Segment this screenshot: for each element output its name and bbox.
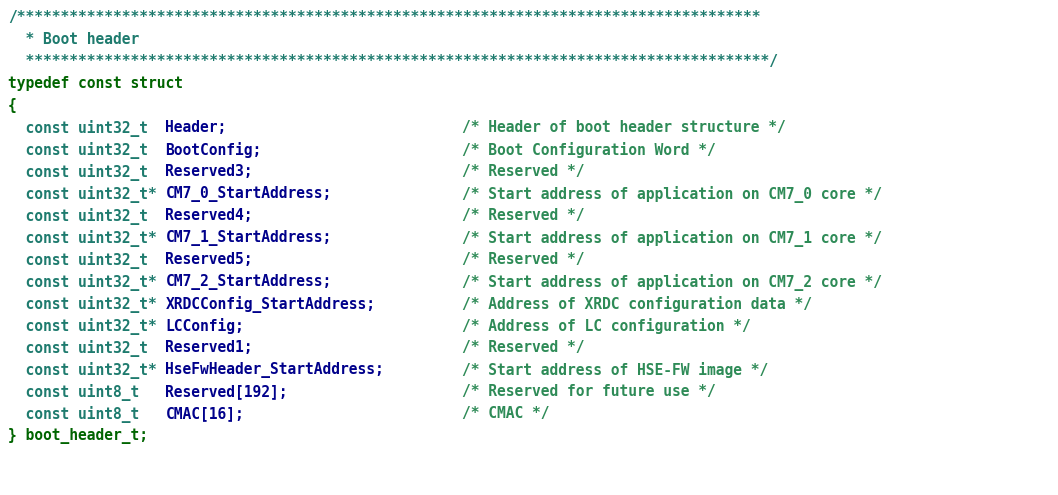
Text: const uint32_t: const uint32_t (8, 164, 165, 181)
Text: CMAC[16];: CMAC[16]; (165, 406, 244, 421)
Text: } boot_header_t;: } boot_header_t; (8, 428, 148, 444)
Text: /* Start address of HSE-FW image */: /* Start address of HSE-FW image */ (462, 362, 768, 378)
Text: /* Address of XRDC configuration data */: /* Address of XRDC configuration data */ (462, 296, 811, 312)
Text: const uint32_t*: const uint32_t* (8, 296, 165, 313)
Text: {: { (8, 98, 17, 113)
Text: const uint32_t: const uint32_t (8, 252, 165, 269)
Text: /* Address of LC configuration */: /* Address of LC configuration */ (462, 318, 751, 334)
Text: Reserved3;: Reserved3; (165, 164, 253, 179)
Text: BootConfig;: BootConfig; (165, 142, 261, 158)
Text: HseFwHeader_StartAddress;: HseFwHeader_StartAddress; (165, 362, 384, 378)
Text: ********************************************************************************: ****************************************… (8, 54, 778, 69)
Text: Reserved1;: Reserved1; (165, 340, 253, 355)
Text: const uint32_t*: const uint32_t* (8, 274, 165, 291)
Text: XRDCConfig_StartAddress;: XRDCConfig_StartAddress; (165, 296, 376, 313)
Text: Reserved4;: Reserved4; (165, 208, 253, 223)
Text: Header;: Header; (165, 120, 226, 135)
Text: const uint32_t: const uint32_t (8, 340, 165, 357)
Text: /*******************************************************************************: /***************************************… (8, 10, 761, 25)
Text: /* Header of boot header structure */: /* Header of boot header structure */ (462, 120, 786, 135)
Text: const uint32_t*: const uint32_t* (8, 318, 165, 335)
Text: const uint8_t: const uint8_t (8, 406, 165, 423)
Text: typedef const struct: typedef const struct (8, 76, 183, 91)
Text: const uint32_t*: const uint32_t* (8, 362, 165, 379)
Text: const uint32_t*: const uint32_t* (8, 230, 165, 247)
Text: /* Reserved */: /* Reserved */ (462, 252, 584, 267)
Text: const uint32_t: const uint32_t (8, 142, 165, 159)
Text: Reserved5;: Reserved5; (165, 252, 253, 267)
Text: /* Reserved */: /* Reserved */ (462, 340, 584, 355)
Text: /* Start address of application on CM7_0 core */: /* Start address of application on CM7_0… (462, 186, 882, 203)
Text: /* Boot Configuration Word */: /* Boot Configuration Word */ (462, 142, 716, 158)
Text: LCConfig;: LCConfig; (165, 318, 244, 334)
Text: Reserved[192];: Reserved[192]; (165, 384, 288, 399)
Text: CM7_2_StartAddress;: CM7_2_StartAddress; (165, 274, 332, 290)
Text: /* Start address of application on CM7_2 core */: /* Start address of application on CM7_2… (462, 274, 882, 291)
Text: /* Reserved for future use */: /* Reserved for future use */ (462, 384, 716, 399)
Text: const uint32_t: const uint32_t (8, 208, 165, 225)
Text: /* CMAC */: /* CMAC */ (462, 406, 549, 421)
Text: CM7_1_StartAddress;: CM7_1_StartAddress; (165, 230, 332, 246)
Text: CM7_0_StartAddress;: CM7_0_StartAddress; (165, 186, 332, 202)
Text: const uint8_t: const uint8_t (8, 384, 165, 401)
Text: /* Start address of application on CM7_1 core */: /* Start address of application on CM7_1… (462, 230, 882, 247)
Text: /* Reserved */: /* Reserved */ (462, 164, 584, 179)
Text: * Boot header: * Boot header (8, 32, 140, 47)
Text: const uint32_t: const uint32_t (8, 120, 165, 137)
Text: /* Reserved */: /* Reserved */ (462, 208, 584, 223)
Text: const uint32_t*: const uint32_t* (8, 186, 165, 203)
